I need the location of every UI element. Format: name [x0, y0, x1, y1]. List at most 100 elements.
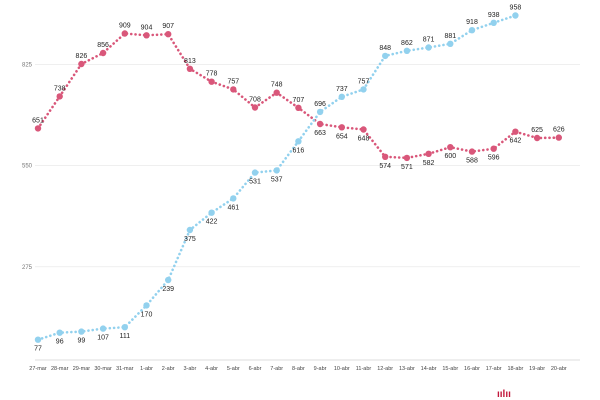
- data-point: [165, 31, 172, 38]
- data-label: 99: [78, 338, 86, 345]
- x-tick-label: 16-abr: [464, 366, 480, 372]
- data-labels: 651 738 826 856 909 904 907 813 778 757 708 748 707 6…: [32, 5, 565, 353]
- data-point: [230, 195, 237, 202]
- x-tick-label: 4-abr: [205, 366, 218, 372]
- x-tick-label: 30-mar: [94, 366, 112, 372]
- brand-logo: ıılıı: [497, 389, 511, 400]
- data-point: [403, 47, 411, 54]
- series-line: [36, 14, 517, 341]
- data-label: 907: [162, 23, 174, 30]
- data-label: 111: [119, 333, 130, 340]
- data-label: 600: [444, 153, 456, 160]
- data-label: 461: [227, 204, 239, 211]
- data-point: [490, 145, 497, 152]
- data-label: 738: [54, 85, 66, 92]
- x-tick-label: 27-mar: [29, 366, 47, 372]
- data-label: 77: [34, 346, 42, 353]
- data-label: 422: [206, 219, 218, 226]
- series-points: [34, 12, 562, 343]
- y-tick-label: 275: [22, 265, 33, 271]
- data-label: 881: [444, 33, 456, 40]
- data-point: [230, 86, 237, 93]
- data-point: [447, 40, 454, 47]
- data-point: [251, 104, 259, 111]
- data-point: [468, 148, 476, 155]
- data-point: [360, 86, 367, 93]
- data-point: [121, 30, 128, 37]
- data-point: [99, 49, 107, 57]
- data-label: 871: [423, 37, 435, 44]
- data-point: [316, 120, 324, 128]
- data-label: 170: [141, 311, 153, 318]
- data-label: 663: [314, 130, 326, 137]
- data-point: [121, 324, 128, 331]
- data-point: [186, 65, 194, 73]
- data-label: 826: [76, 53, 88, 60]
- data-point: [512, 128, 519, 135]
- data-label: 938: [488, 12, 500, 19]
- x-tick-label: 7-abr: [270, 366, 283, 372]
- data-point: [555, 134, 562, 141]
- data-label: 596: [488, 155, 500, 162]
- data-label: 696: [314, 101, 326, 108]
- x-tick-label: 8-abr: [292, 366, 305, 372]
- x-tick-label: 12-abr: [377, 366, 393, 372]
- grid-layer: [35, 64, 580, 361]
- data-label: 626: [553, 127, 565, 134]
- data-label: 848: [379, 45, 391, 52]
- y-tick-label: 825: [22, 62, 33, 68]
- data-point: [316, 108, 324, 116]
- data-point: [78, 328, 85, 335]
- data-point: [338, 93, 345, 101]
- data-point: [56, 93, 63, 100]
- x-tick-label: 10-abr: [334, 366, 350, 372]
- x-tick-label: 5-abr: [227, 366, 240, 372]
- data-point: [403, 154, 411, 162]
- x-tick-label: 17-abr: [486, 366, 502, 372]
- data-point: [533, 134, 541, 142]
- data-point: [34, 336, 42, 343]
- x-tick-label: 20-abr: [551, 366, 567, 372]
- data-label: 708: [249, 97, 261, 104]
- data-point: [186, 226, 194, 234]
- data-label: 707: [293, 97, 305, 104]
- data-label: 904: [141, 24, 153, 31]
- data-label: 757: [227, 78, 239, 85]
- data-point: [208, 209, 215, 216]
- data-point: [56, 329, 63, 336]
- data-label: 909: [119, 23, 131, 30]
- data-label: 757: [358, 78, 370, 85]
- data-label: 654: [336, 133, 348, 140]
- x-tick-label: 11-abr: [356, 366, 372, 372]
- data-label: 813: [184, 58, 196, 65]
- data-label: 537: [271, 176, 283, 183]
- data-label: 574: [379, 163, 391, 170]
- data-label: 375: [184, 236, 196, 243]
- data-point: [512, 12, 519, 19]
- data-point: [295, 138, 302, 145]
- y-tick-label: 550: [22, 164, 33, 170]
- data-point: [425, 150, 432, 157]
- data-label: 737: [336, 86, 348, 93]
- data-point: [338, 124, 345, 131]
- x-tick-label: 13-abr: [399, 366, 415, 372]
- data-label: 651: [32, 117, 44, 124]
- data-point: [360, 126, 367, 133]
- data-label: 107: [97, 335, 109, 342]
- data-point: [99, 325, 107, 332]
- data-point: [251, 169, 259, 176]
- y-axis: 275 550 825: [22, 62, 33, 270]
- data-label: 642: [510, 138, 522, 145]
- data-point: [295, 104, 302, 112]
- x-tick-label: 15-abr: [442, 366, 458, 372]
- data-point: [143, 32, 150, 39]
- x-tick-label: 9-abr: [314, 366, 327, 372]
- data-point: [273, 89, 280, 96]
- data-label: 571: [401, 164, 413, 171]
- x-tick-label: 2-abr: [162, 366, 175, 372]
- x-axis: 27-mar 28-mar 29-mar 30-mar 31-mar 1-abr 2-abr…: [29, 366, 567, 372]
- data-label: 625: [531, 127, 543, 134]
- data-point: [468, 27, 476, 34]
- data-label: 588: [466, 158, 478, 165]
